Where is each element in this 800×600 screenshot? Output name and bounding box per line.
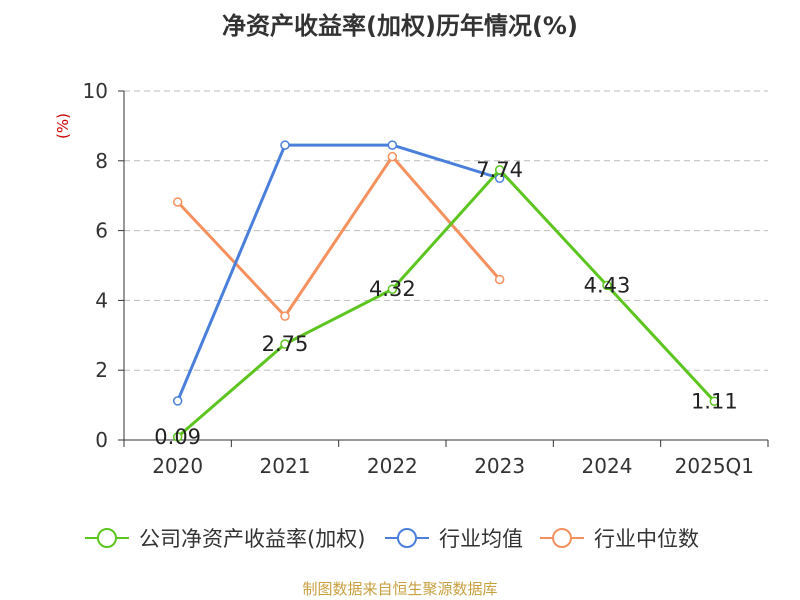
y-axis-label: (%) (54, 113, 72, 139)
series-0-point-2023 (494, 165, 505, 175)
legend-swatch-marker-0 (97, 528, 117, 548)
series-0-point-2020 (172, 432, 183, 442)
legend-label-1: 行业均值 (439, 527, 523, 551)
y-tick-label-6: 6 (95, 219, 108, 243)
series-2-point-2022 (387, 151, 398, 162)
chart-title: 净资产收益率(加权)历年情况(%) (222, 12, 578, 40)
data-label-2025Q1: 1.11 (691, 389, 738, 413)
series-1-point-2021 (280, 140, 290, 150)
data-label-2023: 7.74 (476, 158, 523, 182)
series-line-1 (176, 143, 501, 402)
series-2-point-2021 (280, 311, 290, 321)
series-2-point-2023 (494, 274, 505, 285)
data-labels: 0.09 2.75 4.32 7.74 4.43 1.11 (154, 158, 737, 449)
series-1-point-2020 (172, 396, 183, 406)
axes: 0 2 4 6 8 10 2020 2021 2022 2023 2024 2025Q1 (83, 79, 769, 478)
x-tick-label-2022: 2022 (367, 454, 418, 478)
series-line-0 (176, 168, 716, 438)
series-2-point-2020 (172, 197, 183, 207)
data-label-2024: 4.43 (584, 273, 631, 297)
series-0-point-2025Q1 (709, 396, 720, 407)
y-tick-label-2: 2 (95, 358, 108, 382)
legend-label-0: 公司净资产收益率(加权) (139, 527, 365, 551)
series-layer (172, 140, 720, 442)
y-tick-label-10: 10 (83, 79, 108, 103)
series-line-2 (176, 155, 501, 318)
y-tick-label-8: 8 (95, 149, 108, 173)
series-0-point-2022 (387, 284, 398, 294)
x-tick-label-2023: 2023 (474, 454, 525, 478)
series-0-point-2024 (602, 280, 612, 291)
x-tick-label-2024: 2024 (582, 454, 633, 478)
data-label-2020: 0.09 (154, 425, 201, 449)
y-tick-label-0: 0 (95, 428, 108, 452)
legend-swatch-marker-2 (552, 528, 572, 548)
series-1-point-2022 (387, 140, 398, 150)
data-label-2022: 4.32 (369, 277, 416, 301)
x-tick-label-2025Q1: 2025Q1 (675, 454, 754, 478)
x-tick-label-2021: 2021 (260, 454, 311, 478)
source-note: 制图数据来自恒生聚源数据库 (302, 580, 497, 598)
data-label-2021: 2.75 (262, 332, 309, 356)
legend-label-2: 行业中位数 (594, 527, 699, 551)
y-tick-label-4: 4 (95, 288, 108, 312)
legend-swatch-marker-1 (397, 528, 417, 548)
series-0-point-2021 (280, 339, 290, 349)
legend: 公司净资产收益率(加权) 行业均值 行业中位数 (85, 527, 699, 551)
x-tick-label-2020: 2020 (152, 454, 203, 478)
